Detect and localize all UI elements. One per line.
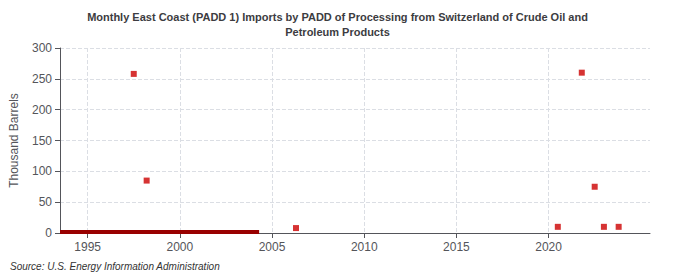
svg-text:Thousand Barrels: Thousand Barrels (7, 93, 21, 188)
svg-text:1995: 1995 (74, 240, 101, 254)
svg-text:150: 150 (32, 134, 52, 148)
svg-text:2005: 2005 (259, 240, 286, 254)
svg-text:2015: 2015 (443, 240, 470, 254)
svg-text:Monthly East Coast (PADD 1) Im: Monthly East Coast (PADD 1) Imports by P… (87, 11, 588, 23)
svg-text:300: 300 (32, 41, 52, 55)
svg-text:250: 250 (32, 72, 52, 86)
svg-text:Source: U.S. Energy Informatio: Source: U.S. Energy Information Administ… (10, 261, 220, 272)
svg-text:2020: 2020 (535, 240, 562, 254)
svg-text:200: 200 (32, 103, 52, 117)
svg-text:100: 100 (32, 164, 52, 178)
svg-text:2000: 2000 (166, 240, 193, 254)
svg-text:2010: 2010 (351, 240, 378, 254)
svg-text:0: 0 (45, 226, 52, 240)
svg-text:50: 50 (39, 195, 53, 209)
svg-text:Petroleum Products: Petroleum Products (285, 26, 390, 38)
